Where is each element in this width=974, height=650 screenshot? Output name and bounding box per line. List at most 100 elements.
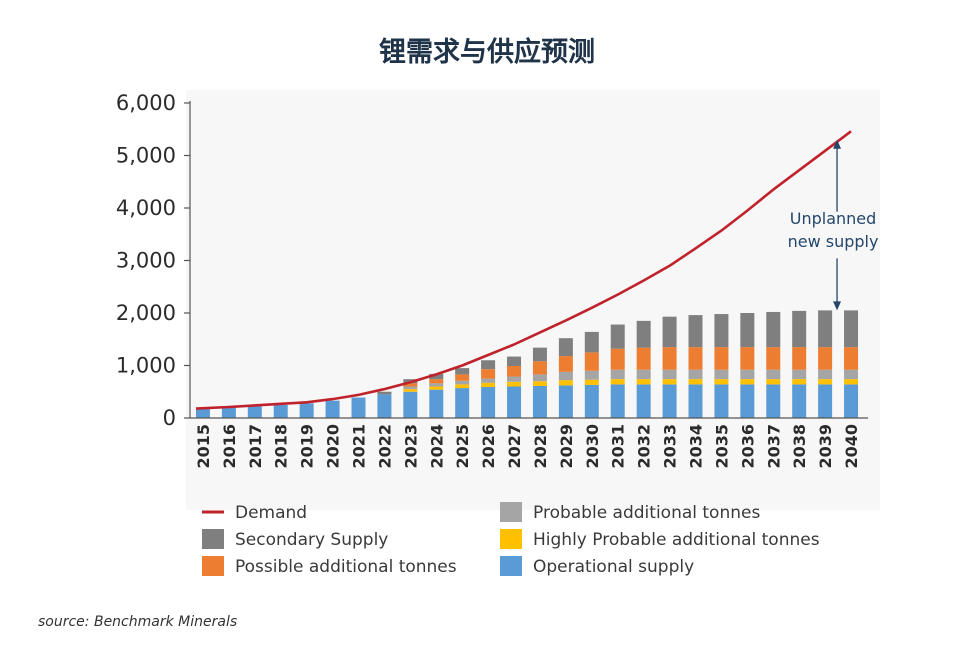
x-tick-label: 2037: [764, 424, 783, 469]
bar-segment: [429, 379, 444, 384]
bar-segment: [325, 400, 340, 418]
legend-label: Probable additional tonnes: [533, 503, 760, 523]
bar-segment: [714, 347, 729, 370]
bar-segment: [377, 394, 392, 418]
bar-segment: [481, 369, 496, 379]
x-tick-label: 2025: [453, 424, 472, 469]
bar-segment: [507, 356, 522, 367]
annotation-text: Unplanned: [790, 209, 877, 228]
bar-segment: [740, 313, 755, 348]
x-tick-label: 2023: [401, 424, 420, 469]
bar-stacks: [195, 310, 859, 418]
bar-segment: [688, 379, 703, 385]
x-axis: 2015 2016 2017 2018 2019 2020 2021 2022 2023 2024…: [190, 417, 868, 469]
bar-segment: [481, 378, 496, 383]
bar-segment: [662, 347, 677, 370]
bar-segment: [584, 331, 599, 353]
bar-segment: [688, 384, 703, 418]
bar-segment: [766, 347, 781, 370]
bar-segment: [221, 407, 236, 418]
bar-segment: [558, 356, 573, 372]
source-note: source: Benchmark Minerals: [38, 614, 238, 630]
bar-segment: [584, 384, 599, 418]
bar-segment: [532, 361, 547, 375]
bar-segment: [455, 388, 470, 418]
demand-line: [195, 130, 852, 410]
bar-segment: [714, 314, 729, 348]
legend-label: Highly Probable additional tonnes: [533, 530, 820, 550]
x-tick-label: 2017: [246, 424, 265, 469]
bar-segment: [558, 338, 573, 357]
chart-background: [186, 90, 880, 510]
bar-segment: [429, 389, 444, 418]
bar-segment: [403, 391, 418, 418]
x-tick-label: 2019: [298, 424, 317, 469]
bar-segment: [429, 373, 444, 380]
legend-label: Operational supply: [533, 557, 694, 577]
bar-segment: [818, 369, 833, 380]
bar-segment: [714, 379, 729, 385]
bar-segment: [532, 347, 547, 362]
bar-segment: [714, 369, 729, 380]
x-tick-label: 2035: [712, 424, 731, 469]
bar-segment: [636, 320, 651, 348]
x-tick-label: 2038: [790, 424, 809, 469]
bar-segment: [766, 384, 781, 418]
bar-segment: [558, 380, 573, 386]
bar-segment: [403, 386, 418, 390]
bar-segment: [481, 360, 496, 370]
bar-segment: [688, 347, 703, 370]
bar-segment: [455, 384, 470, 389]
bar-segment: [429, 386, 444, 390]
x-tick-label: 2016: [220, 424, 239, 469]
bar-segment: [507, 381, 522, 387]
y-tick-label: 0: [163, 406, 176, 430]
bar-segment: [610, 384, 625, 418]
bar-segment: [844, 379, 859, 385]
bar-segment: [818, 384, 833, 418]
x-tick-label: 2040: [842, 424, 861, 469]
bar-segment: [507, 376, 522, 382]
annotation-text: new supply: [788, 232, 879, 251]
bar-segment: [403, 389, 418, 392]
y-tick-label: 2,000: [116, 301, 176, 325]
bar-segment: [481, 387, 496, 418]
x-tick-label: 2032: [635, 424, 654, 469]
bar-segment: [688, 369, 703, 380]
bar-segment: [844, 384, 859, 418]
legend-swatch: [500, 529, 522, 549]
bar-segment: [273, 404, 288, 418]
bar-segment: [558, 371, 573, 381]
x-tick-label: 2031: [609, 424, 628, 469]
bar-segment: [610, 379, 625, 385]
demand-series: [195, 130, 852, 410]
bar-segment: [792, 347, 807, 370]
bar-segment: [455, 368, 470, 375]
x-tick-label: 2018: [272, 424, 291, 469]
x-tick-label: 2026: [479, 424, 498, 469]
bar-segment: [247, 406, 262, 418]
bar-segment: [662, 379, 677, 385]
bar-segment: [299, 403, 314, 418]
bar-segment: [792, 379, 807, 385]
bar-segment: [481, 382, 496, 388]
bar-segment: [662, 369, 677, 380]
bar-segment: [766, 379, 781, 385]
x-tick-label: 2022: [375, 424, 394, 469]
bar-segment: [532, 381, 547, 386]
bar-segment: [584, 379, 599, 385]
x-tick-label: 2028: [531, 424, 550, 469]
bar-segment: [455, 374, 470, 381]
bar-segment: [662, 316, 677, 348]
bar-segment: [507, 386, 522, 418]
bar-segment: [766, 311, 781, 348]
annotation-arrow-down-head: [833, 301, 842, 311]
legend-swatch: [500, 556, 522, 576]
y-axis: 0 1,000 2,000 3,000 4,000 5,000 6,000: [116, 91, 191, 430]
bar-segment: [688, 315, 703, 348]
bar-segment: [844, 347, 859, 370]
bar-segment: [507, 366, 522, 377]
bar-segment: [403, 383, 418, 387]
x-tick-label: 2036: [738, 424, 757, 469]
